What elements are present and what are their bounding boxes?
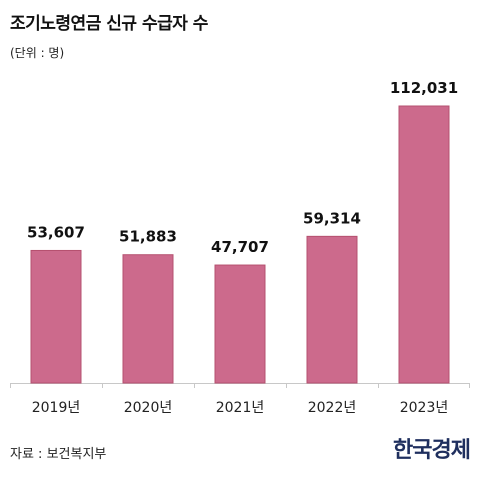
data-label: 112,031	[390, 79, 458, 97]
publisher-logo: 한국경제	[393, 437, 471, 463]
x-tick-label: 2022년	[308, 400, 357, 416]
bar	[306, 235, 358, 384]
data-label: 59,314	[303, 209, 361, 227]
x-tick-label: 2023년	[400, 400, 449, 416]
unit-label: (단위 : 명)	[10, 46, 65, 60]
chart-title: 조기노령연금 신규 수급자 수	[10, 14, 208, 34]
bar	[30, 249, 82, 384]
x-tick-label: 2020년	[124, 400, 173, 416]
bar	[214, 264, 266, 384]
x-tick-label: 2019년	[32, 400, 81, 416]
bar	[122, 254, 174, 384]
data-label: 51,883	[119, 228, 177, 246]
data-label: 53,607	[27, 223, 85, 241]
data-label: 47,707	[211, 238, 269, 256]
source-note: 자료 : 보건복지부	[10, 447, 107, 462]
bar	[398, 105, 450, 384]
x-tick-label: 2021년	[216, 400, 265, 416]
